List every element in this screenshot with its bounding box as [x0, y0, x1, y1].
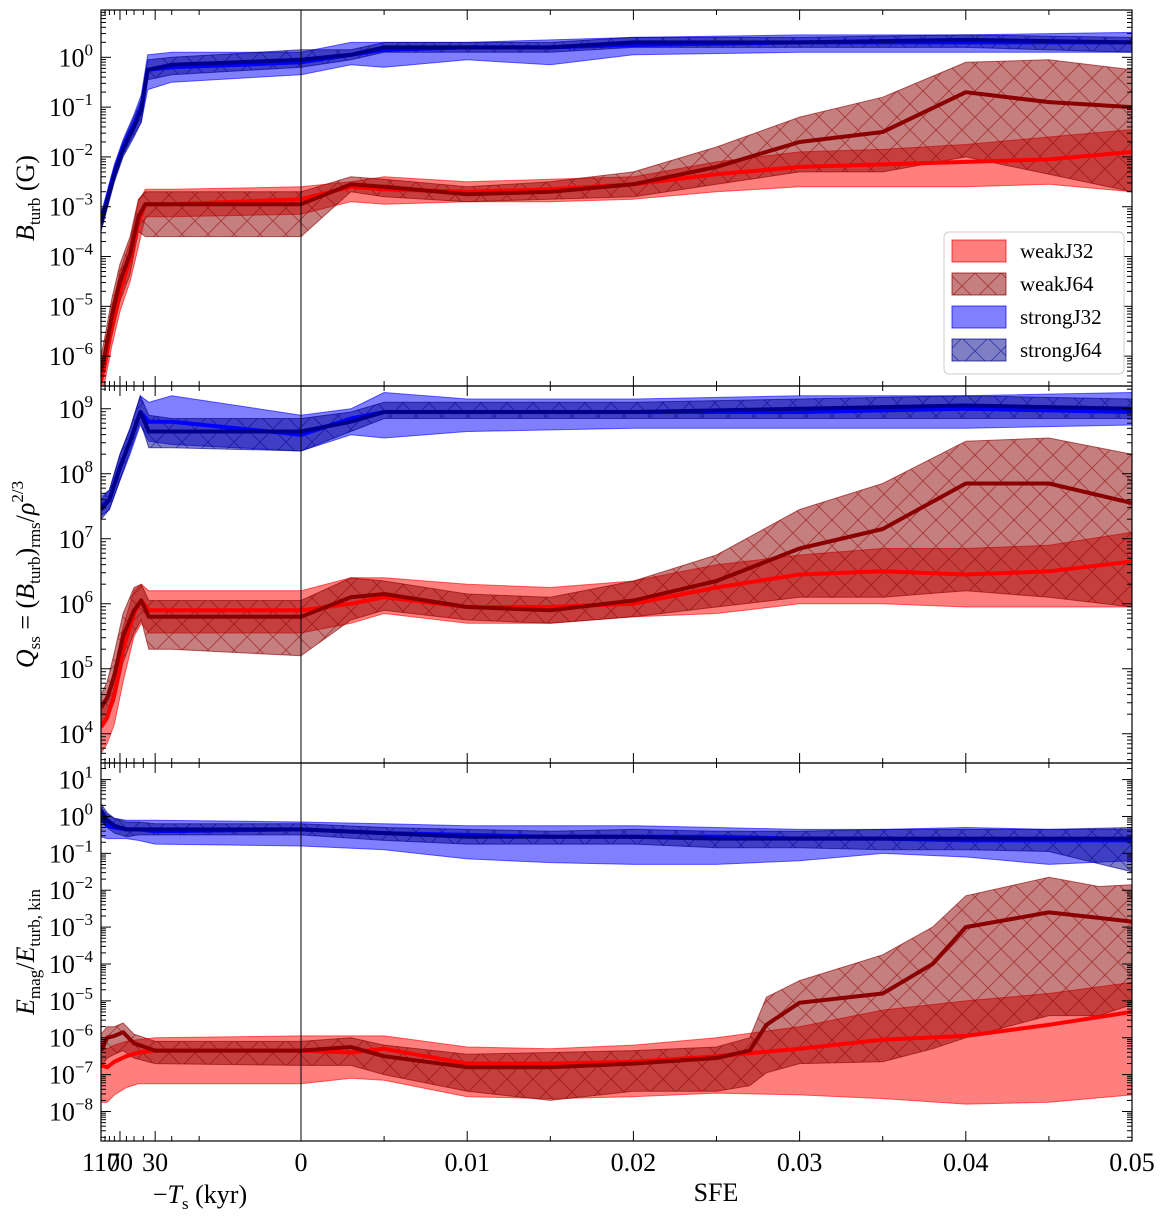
x-tick-label-sfe: 0.04: [943, 1148, 989, 1177]
panel-qss: 109 108 107 106 105 104 Qss = (Bturb)rms/ρ2/3: [8, 385, 1133, 764]
y-tick-label: 10−1: [49, 836, 93, 868]
y-tick-label: 10−2: [49, 140, 93, 172]
x-tick-label-pre: 30: [142, 1148, 168, 1177]
legend-swatch-hatch: [952, 339, 1006, 361]
y-tick-label: 105: [59, 652, 94, 684]
legend-item-weakJ64: weakJ64: [951, 272, 1094, 296]
y-axis-title-qss: Qss = (Bturb)rms/ρ2/3: [8, 481, 44, 668]
line-weakJ64: [101, 481, 1132, 709]
line-weakJ32: [101, 559, 1132, 729]
legend-label: weakJ32: [1020, 239, 1093, 263]
y-tick-label: 104: [59, 717, 94, 749]
x-tick-label-pre: 70: [107, 1148, 133, 1177]
y-tick-label: 100: [59, 40, 94, 72]
y-axis-title-bturb: Bturb (G): [11, 155, 44, 241]
line-weakJ32: [101, 149, 1132, 382]
y-tick-label: 109: [59, 392, 94, 424]
x-tick-label-pre: 110: [82, 1148, 120, 1177]
x-tick-label-sfe: 0.01: [444, 1148, 490, 1177]
x-axis-title: SFE: [694, 1178, 739, 1207]
legend-label: strongJ64: [1020, 338, 1102, 362]
band-hatch-weakJ64: [101, 877, 1132, 1101]
line-weakJ64: [101, 910, 1132, 1070]
legend: weakJ32 weakJ64 strongJ32 strongJ64: [943, 231, 1125, 375]
y-tick-label: 106: [59, 587, 94, 619]
band-hatch-strongJ64: [101, 395, 1132, 520]
y-tick-label: 10−6: [49, 1021, 93, 1053]
y-tick-label: 10−4: [49, 240, 94, 272]
legend-item-strongJ32: strongJ32: [951, 305, 1102, 329]
line-weakJ32: [101, 1009, 1132, 1070]
legend-item-strongJ64: strongJ64: [951, 338, 1102, 362]
y-tick-label: 10−4: [49, 947, 94, 979]
band-hatch-weakJ64: [101, 438, 1132, 724]
panel-plot-bturb: [101, 31, 1132, 386]
y-tick-label: 10−1: [49, 90, 93, 122]
y-tick-label: 10−2: [49, 873, 93, 905]
panel-plot-qss: [101, 391, 1132, 755]
panel-plot-emag: [101, 802, 1132, 1105]
y-tick-label: 107: [59, 522, 94, 554]
band-hatch-weakJ64: [101, 59, 1132, 386]
x-tick-label-sfe: 0.02: [611, 1148, 657, 1177]
pre-axis-title: −Ts (kyr): [153, 1180, 247, 1213]
y-tick-label: 100: [59, 799, 94, 831]
panel-frame: [100, 762, 1133, 1142]
y-tick-label: 10−5: [49, 289, 93, 321]
y-tick-label: 10−3: [49, 910, 93, 942]
y-tick-label: 10−6: [49, 339, 93, 371]
legend-label: weakJ64: [1020, 272, 1094, 296]
x-tick-label-pre: 0: [295, 1148, 308, 1177]
x-tick-label-sfe: 0.05: [1109, 1148, 1155, 1177]
panel-bturb: 100 10−1 10−2 10−3 10−4 10−5 10−6 Bturb (G): [11, 9, 1133, 387]
y-tick-label: 10−3: [49, 190, 93, 222]
x-tick-label-sfe: 0.03: [777, 1148, 823, 1177]
legend-swatch: [951, 305, 1007, 329]
legend-label: strongJ32: [1020, 305, 1102, 329]
legend-swatch: [951, 239, 1007, 263]
line-weakJ64: [101, 90, 1132, 372]
line-strongJ64: [101, 809, 1132, 841]
y-tick-label: 10−5: [49, 984, 93, 1016]
panel-emag: 101 100 10−1 10−2 10−3 10−4 10−5 10−6 10−7 10−8 Em…: [11, 762, 1133, 1142]
y-tick-label: 108: [59, 457, 94, 489]
y-tick-label: 10−7: [49, 1058, 94, 1090]
legend-swatch-hatch: [952, 273, 1006, 295]
y-tick-label: 10−8: [49, 1094, 93, 1126]
legend-item-weakJ32: weakJ32: [951, 239, 1093, 263]
y-tick-label: 101: [59, 763, 94, 795]
y-axis-title-emag: Emag/Eturb, kin: [11, 889, 44, 1016]
